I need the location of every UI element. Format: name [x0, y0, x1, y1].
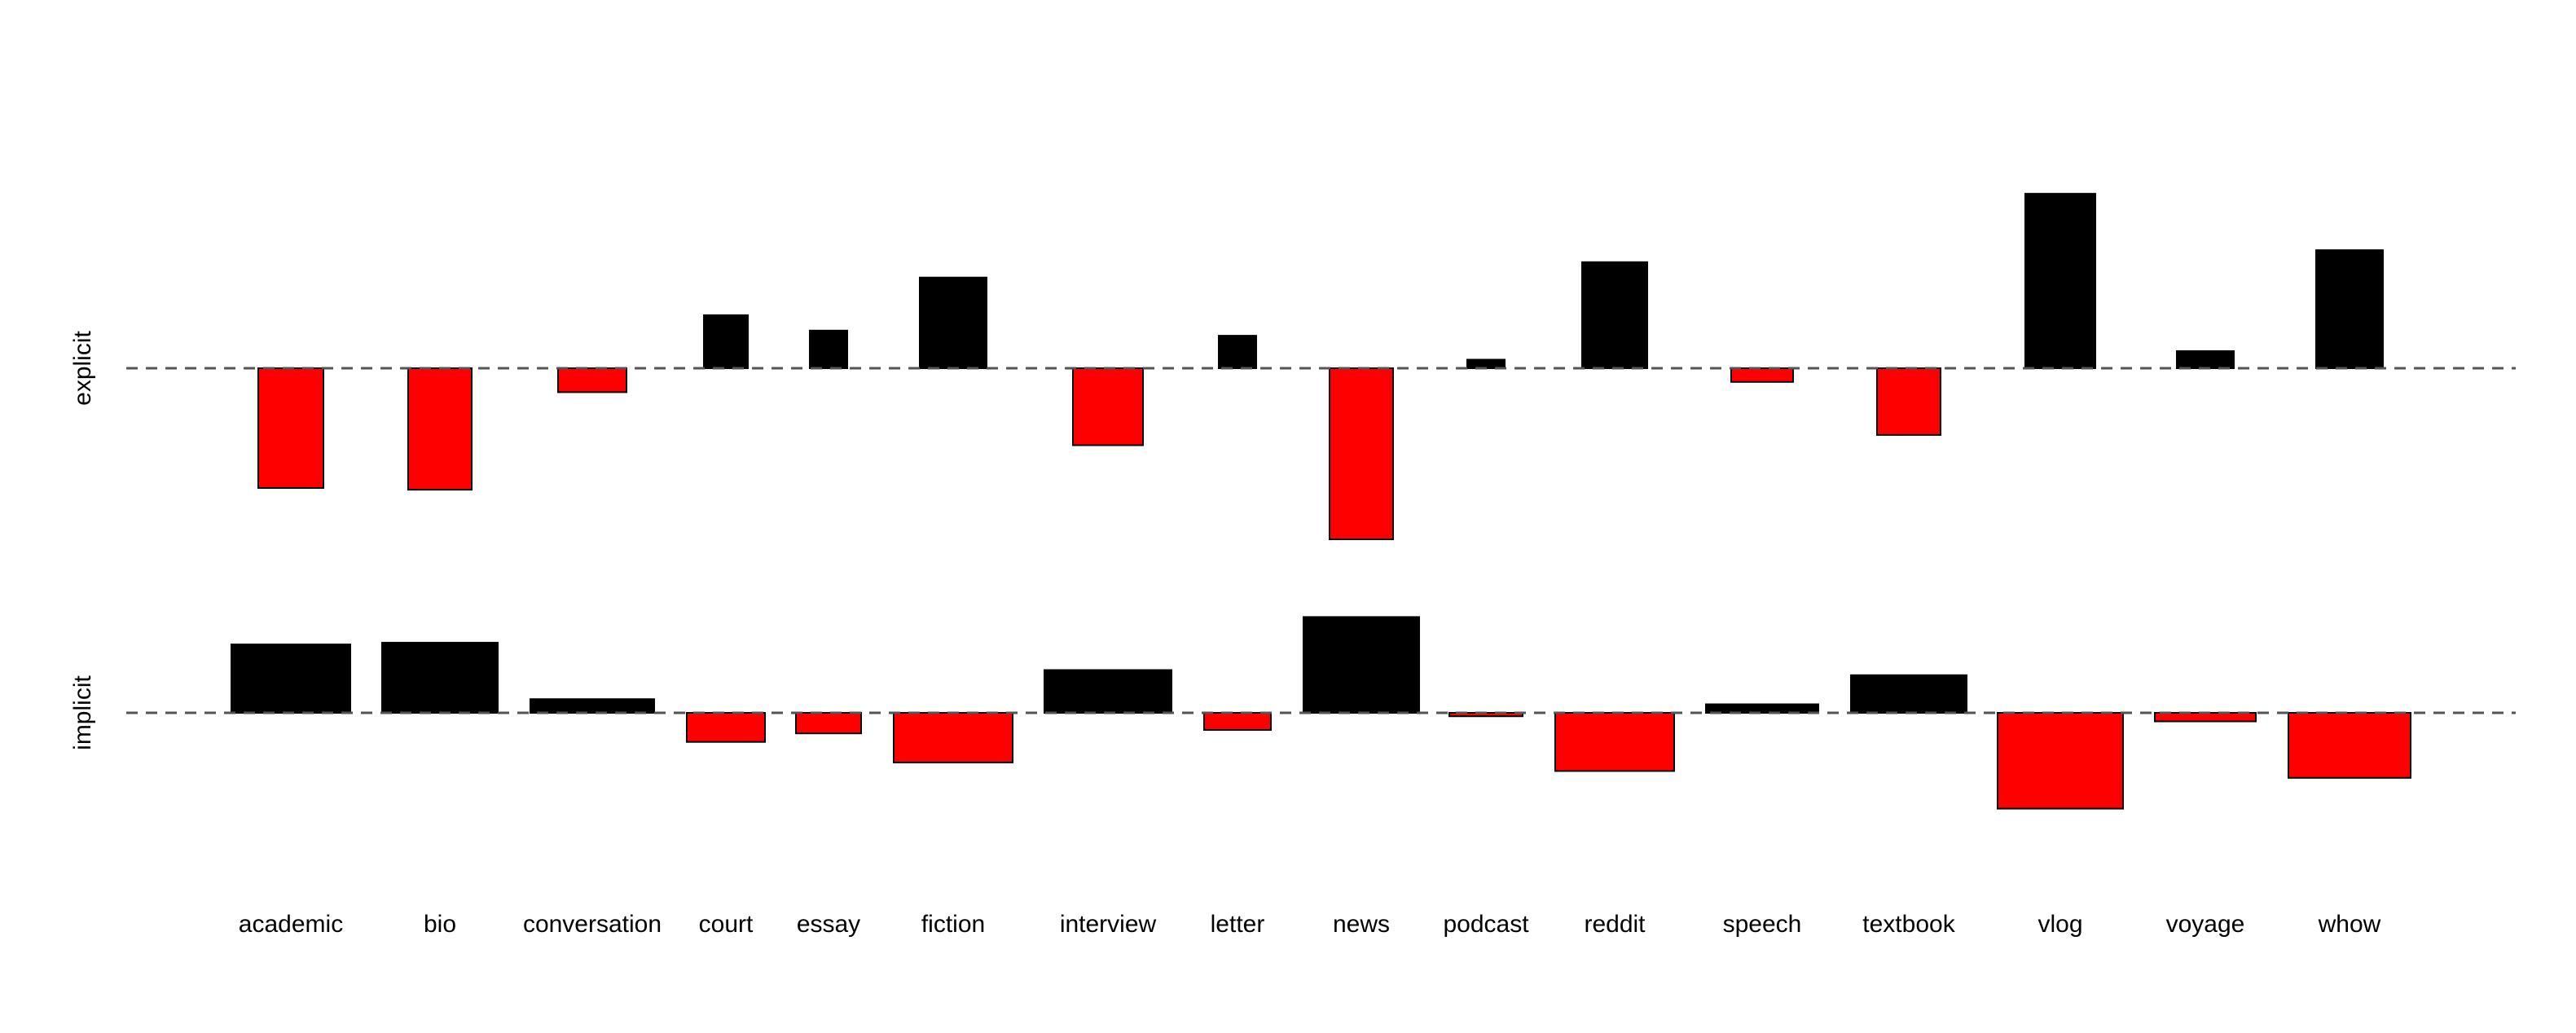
bar-explicit-essay: [809, 329, 848, 369]
category-label-bio: bio: [424, 911, 456, 938]
bar-explicit-podcast: [1466, 358, 1506, 369]
bar-explicit-letter: [1218, 335, 1257, 370]
bar-explicit-interview: [1072, 367, 1144, 446]
bar-implicit-news: [1303, 616, 1420, 714]
bar-implicit-bio: [381, 641, 499, 714]
bar-implicit-academic: [231, 644, 351, 714]
bar-explicit-court: [703, 314, 749, 369]
category-label-news: news: [1333, 911, 1390, 938]
category-label-fiction: fiction: [921, 911, 985, 938]
bar-explicit-fiction: [919, 276, 987, 370]
row-implicit: implicit: [69, 616, 2516, 810]
bar-explicit-whow: [2315, 249, 2384, 369]
category-label-interview: interview: [1060, 911, 1157, 938]
category-label-speech: speech: [1723, 911, 1802, 938]
chart-rows: explicit implicit: [69, 192, 2516, 810]
bar-explicit-news: [1329, 367, 1394, 540]
category-label-essay: essay: [797, 911, 860, 938]
category-label-vlog: vlog: [2038, 911, 2082, 938]
bar-explicit-conversation: [557, 367, 627, 393]
bar-implicit-speech: [1705, 703, 1819, 714]
bar-explicit-textbook: [1876, 367, 1941, 436]
bar-explicit-reddit: [1581, 261, 1648, 369]
bar-implicit-court: [686, 712, 766, 743]
row-label-explicit: explicit: [69, 330, 96, 405]
bar-implicit-whow: [2288, 712, 2411, 779]
bar-explicit-speech: [1730, 367, 1794, 383]
bar-implicit-vlog: [1997, 712, 2124, 810]
bar-explicit-academic: [257, 367, 324, 489]
category-label-whow: whow: [2318, 911, 2381, 938]
bar-explicit-vlog: [2024, 192, 2096, 369]
category-label-court: court: [699, 911, 754, 938]
category-label-voyage: voyage: [2166, 911, 2245, 938]
bar-implicit-fiction: [893, 712, 1013, 763]
bar-implicit-essay: [795, 712, 862, 735]
row-explicit: explicit: [69, 192, 2516, 540]
bar-implicit-reddit: [1554, 712, 1675, 772]
category-label-reddit: reddit: [1584, 911, 1646, 938]
category-labels: academic bio conversation court essay fiction…: [239, 911, 2381, 938]
bar-implicit-textbook: [1850, 674, 1967, 714]
row-label-implicit: implicit: [69, 675, 96, 750]
category-label-academic: academic: [239, 911, 343, 938]
category-label-letter: letter: [1211, 911, 1265, 938]
bar-implicit-interview: [1044, 669, 1172, 714]
bar-implicit-conversation: [530, 698, 655, 714]
bar-implicit-letter: [1203, 712, 1272, 731]
category-label-podcast: podcast: [1443, 911, 1529, 938]
category-label-conversation: conversation: [523, 911, 662, 938]
bar-explicit-voyage: [2176, 350, 2235, 369]
bar-explicit-bio: [407, 367, 473, 491]
bar-implicit-voyage: [2154, 712, 2257, 723]
category-label-textbook: textbook: [1862, 911, 1955, 938]
